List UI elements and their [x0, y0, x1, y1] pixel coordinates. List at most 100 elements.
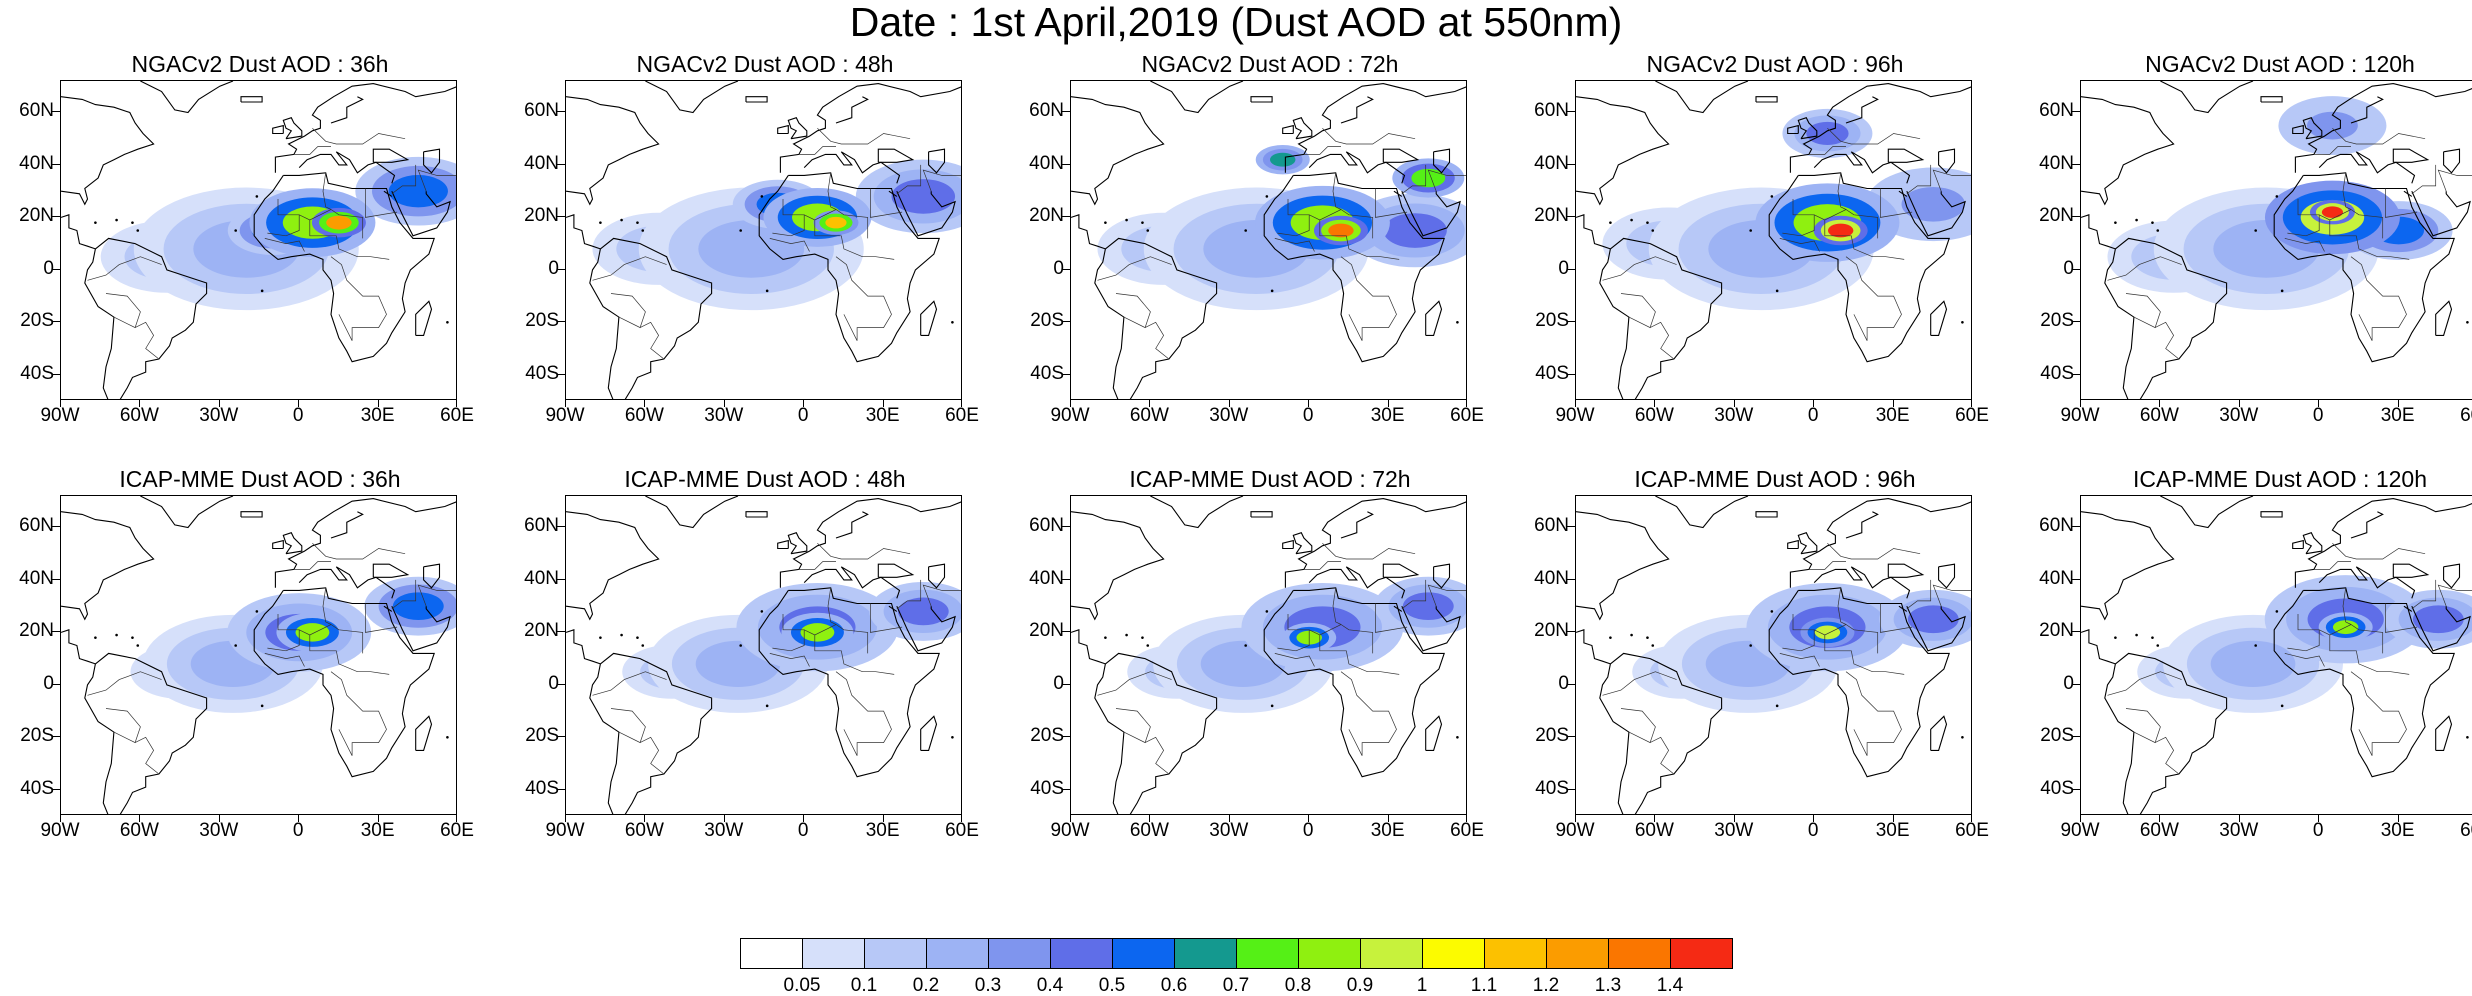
lat-label: 40N	[524, 152, 559, 174]
island	[765, 289, 769, 293]
colorbar-label: 0.8	[1284, 975, 1312, 996]
coastline-black-sea	[877, 563, 915, 578]
lat-tick	[1062, 578, 1070, 580]
lon-tick	[644, 400, 646, 407]
coastline-britain	[1797, 117, 1818, 140]
lon-label: 90W	[1555, 820, 1595, 841]
lon-tick	[565, 815, 566, 822]
country-border	[814, 220, 895, 260]
lat-label: 60N	[524, 100, 559, 122]
dust-plume-aod-0-30	[1901, 186, 1966, 222]
coastline-madagascar	[2435, 300, 2453, 336]
coastline-ireland	[272, 539, 284, 550]
coastline-caspian	[928, 148, 946, 174]
island	[1775, 289, 1779, 293]
lon-tick	[1387, 400, 1389, 407]
lon-label: 60W	[119, 820, 159, 841]
coastline-north-america	[61, 511, 155, 621]
island	[2156, 229, 2160, 232]
island	[1630, 218, 1633, 222]
country-border	[610, 293, 646, 329]
coastline-caspian	[423, 563, 441, 589]
country-border	[769, 653, 810, 667]
country-border	[2385, 603, 2418, 633]
map-canvas	[61, 496, 456, 814]
lon-label: 60W	[624, 405, 664, 426]
country-border	[1649, 736, 1675, 775]
lat-tick	[1062, 268, 1070, 270]
island	[2254, 644, 2257, 647]
coastline-britain	[282, 117, 303, 140]
coastline-madagascar	[920, 300, 938, 336]
island	[131, 221, 134, 224]
map-canvas	[566, 496, 961, 814]
coastline-central-america	[566, 629, 601, 665]
coastline-north-america	[566, 96, 660, 206]
coastline-north-america	[566, 511, 660, 621]
country-border	[2342, 587, 2352, 625]
coastline-north-america	[2081, 511, 2175, 621]
coastline-africa	[253, 172, 435, 363]
panel-title: NGACv2 Dust AOD : 120h	[2145, 51, 2415, 77]
lat-tick	[2072, 631, 2080, 633]
coastline-black-sea	[372, 148, 410, 163]
lon-label: 30W	[704, 405, 744, 426]
lat-tick	[1567, 683, 1575, 685]
island	[1630, 633, 1633, 637]
lon-label: 30W	[1209, 820, 1249, 841]
lon-label: 60E	[440, 405, 474, 426]
coastline-iceland	[1755, 511, 1778, 518]
coastline-arabia	[391, 190, 451, 237]
lat-tick	[2072, 268, 2080, 270]
lon-label: 30E	[1875, 405, 1910, 426]
lat-label: 60N	[2039, 515, 2074, 537]
lon-tick	[961, 400, 962, 407]
lon-tick	[1654, 400, 1656, 407]
coastline-caspian	[2443, 563, 2461, 589]
island	[1125, 218, 1128, 222]
lat-tick	[2072, 788, 2080, 790]
coastline-north-america	[1071, 511, 1165, 621]
lon-label: 0	[797, 405, 809, 426]
coastline-south-america	[1599, 237, 1723, 399]
colorbar-label: 0.7	[1222, 975, 1250, 996]
country-border	[1332, 587, 1342, 625]
lon-label: 90W	[40, 820, 80, 841]
lon-tick	[2318, 815, 2320, 822]
island	[234, 229, 237, 232]
coastline-africa	[2273, 587, 2455, 778]
lat-label: 20N	[524, 620, 559, 642]
lon-label: 0	[1807, 820, 1819, 841]
coastline-red-sea-cap	[888, 605, 898, 612]
coastline-south-america	[589, 237, 713, 399]
coastline-red-sea-cap	[2403, 190, 2413, 197]
lon-label: 60E	[440, 820, 474, 841]
map-frame	[1070, 80, 1467, 400]
coastline-red-sea-cap	[2403, 605, 2413, 612]
coastline-scandinavia	[835, 96, 869, 124]
lon-tick	[1070, 815, 1071, 822]
colorbar-swatch	[1422, 938, 1485, 969]
lon-label: 30W	[1209, 405, 1249, 426]
lon-label: 0	[292, 820, 304, 841]
coastline-britain	[787, 532, 808, 555]
country-border	[1837, 587, 1847, 625]
island	[1104, 221, 1107, 224]
island	[1270, 289, 1274, 293]
lat-label: 60N	[524, 515, 559, 537]
lon-label: 60E	[945, 820, 979, 841]
dust-plume-aod-0-40	[1402, 592, 1454, 621]
coastline-madagascar	[1425, 715, 1443, 751]
country-border	[417, 584, 456, 607]
lat-label: 40S	[2040, 777, 2074, 799]
colorbar-swatch	[988, 938, 1051, 969]
colorbar-label: 0.2	[912, 975, 940, 996]
lat-tick	[52, 216, 60, 218]
lat-label: 60N	[19, 515, 54, 537]
coastline-ireland	[272, 124, 284, 135]
coastline-iceland	[745, 96, 768, 103]
lon-tick	[1813, 815, 1815, 822]
country-border	[2287, 214, 2320, 237]
country-border	[2350, 671, 2407, 756]
lon-label: 30W	[2219, 405, 2259, 426]
